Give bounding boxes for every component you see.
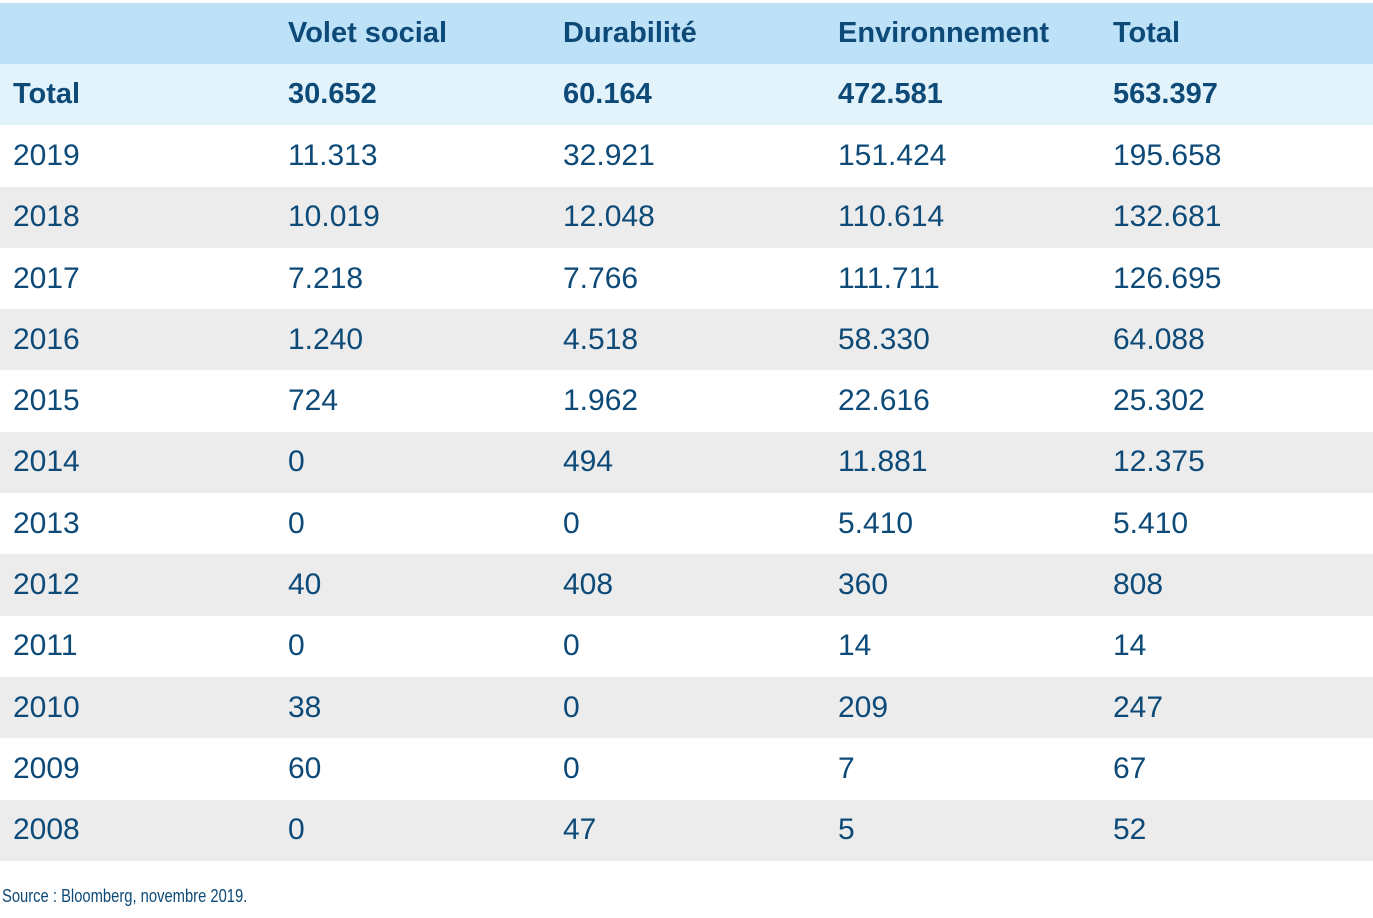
table-row: 2009 60 0 7 67 xyxy=(0,738,1373,800)
cell-environnement: 5.410 xyxy=(838,506,914,540)
table-row: 2013 0 0 5.410 5.410 xyxy=(0,493,1373,555)
header-cell-volet-social: Volet social xyxy=(288,17,448,49)
cell-durabilite: 47 xyxy=(563,813,597,847)
cell-environnement: 360 xyxy=(838,568,889,602)
cell-year: 2011 xyxy=(13,629,78,663)
cell-total: 52 xyxy=(1113,813,1147,847)
table-row: 2012 40 408 360 808 xyxy=(0,554,1373,616)
data-table: Volet social Durabilité Environnement To… xyxy=(0,3,1373,861)
cell-volet-social: 40 xyxy=(288,568,322,602)
cell-volet-social: 60 xyxy=(288,751,322,785)
table-row: 2010 38 0 209 247 xyxy=(0,676,1373,739)
total-label: Total xyxy=(13,78,81,111)
total-volet-social: 30.652 xyxy=(288,78,377,111)
source-note: Source : Bloomberg, novembre 2019. xyxy=(2,886,248,906)
cell-durabilite: 1.962 xyxy=(563,384,639,418)
header-cell-total: Total xyxy=(1113,17,1181,49)
cell-volet-social: 0 xyxy=(288,506,305,540)
table-row: 2019 11.313 32.921 151.424 195.658 xyxy=(0,125,1373,187)
cell-year: 2013 xyxy=(13,506,80,540)
table-row: 2016 1.240 4.518 58.330 64.088 xyxy=(0,309,1373,371)
cell-year: 2014 xyxy=(13,445,80,479)
cell-durabilite: 4.518 xyxy=(563,322,639,356)
table-row: 2015 724 1.962 22.616 25.302 xyxy=(0,370,1373,432)
table-row: 2011 0 0 14 14 xyxy=(0,615,1373,677)
cell-durabilite: 0 xyxy=(563,629,580,663)
cell-year: 2018 xyxy=(13,200,80,234)
total-environnement: 472.581 xyxy=(838,78,943,111)
cell-volet-social: 0 xyxy=(288,445,305,479)
header-cell-environnement: Environnement xyxy=(838,17,1050,49)
cell-total: 808 xyxy=(1113,568,1164,602)
table-total-row: Total 30.652 60.164 472.581 563.397 xyxy=(0,64,1373,126)
cell-environnement: 22.616 xyxy=(838,384,930,418)
cell-year: 2019 xyxy=(13,138,80,172)
cell-total: 67 xyxy=(1113,751,1147,785)
cell-total: 132.681 xyxy=(1113,200,1222,234)
cell-total: 25.302 xyxy=(1113,384,1205,418)
cell-durabilite: 7.766 xyxy=(563,261,639,295)
cell-durabilite: 0 xyxy=(563,751,580,785)
cell-environnement: 14 xyxy=(838,629,872,663)
cell-volet-social: 7.218 xyxy=(288,261,364,295)
cell-total: 126.695 xyxy=(1113,261,1222,295)
cell-total: 5.410 xyxy=(1113,506,1189,540)
cell-year: 2016 xyxy=(13,322,80,356)
cell-total: 12.375 xyxy=(1113,445,1205,479)
table-row: 2014 0 494 11.881 12.375 xyxy=(0,431,1373,494)
table-header-row: Volet social Durabilité Environnement To… xyxy=(0,3,1373,64)
cell-volet-social: 38 xyxy=(288,690,322,724)
cell-environnement: 209 xyxy=(838,690,889,724)
cell-volet-social: 724 xyxy=(288,384,339,418)
cell-volet-social: 11.313 xyxy=(288,138,378,172)
table-row: 2008 0 47 5 52 xyxy=(0,799,1373,861)
cell-environnement: 58.330 xyxy=(838,322,930,356)
total-total: 563.397 xyxy=(1113,78,1218,111)
cell-year: 2017 xyxy=(13,261,80,295)
cell-total: 64.088 xyxy=(1113,322,1205,356)
cell-total: 247 xyxy=(1113,690,1164,724)
cell-durabilite: 408 xyxy=(563,568,614,602)
cell-year: 2015 xyxy=(13,384,80,418)
cell-year: 2012 xyxy=(13,568,80,602)
cell-environnement: 110.614 xyxy=(838,200,945,234)
cell-volet-social: 0 xyxy=(288,629,305,663)
cell-environnement: 111.711 xyxy=(838,261,940,295)
cell-year: 2009 xyxy=(13,751,80,785)
cell-volet-social: 0 xyxy=(288,813,305,847)
table-row: 2017 7.218 7.766 111.711 126.695 xyxy=(0,247,1373,310)
cell-durabilite: 0 xyxy=(563,506,580,540)
cell-durabilite: 0 xyxy=(563,690,580,724)
cell-environnement: 151.424 xyxy=(838,138,947,172)
cell-durabilite: 494 xyxy=(563,445,614,479)
table-row: 2018 10.019 12.048 110.614 132.681 xyxy=(0,186,1373,248)
cell-durabilite: 12.048 xyxy=(563,200,655,234)
cell-environnement: 11.881 xyxy=(838,445,928,479)
total-durabilite: 60.164 xyxy=(563,78,652,111)
cell-year: 2008 xyxy=(13,813,80,847)
cell-total: 14 xyxy=(1113,629,1147,663)
cell-volet-social: 1.240 xyxy=(288,322,364,356)
header-cell-durabilite: Durabilité xyxy=(563,17,697,49)
cell-environnement: 7 xyxy=(838,751,855,785)
cell-durabilite: 32.921 xyxy=(563,138,655,172)
cell-year: 2010 xyxy=(13,690,80,724)
cell-volet-social: 10.019 xyxy=(288,200,380,234)
table-body: 2019 11.313 32.921 151.424 195.658 2018 10.019… xyxy=(0,125,1373,861)
cell-environnement: 5 xyxy=(838,813,855,847)
cell-total: 195.658 xyxy=(1113,138,1222,172)
